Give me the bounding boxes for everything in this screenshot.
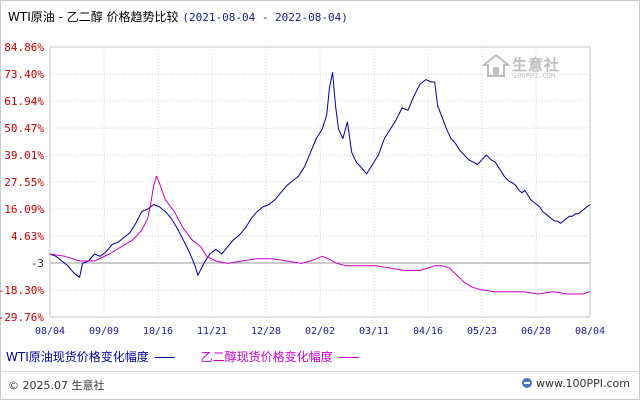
y-tick-label: -29.76%	[0, 311, 44, 324]
chart-title: WTI原油 - 乙二醇 价格趋势比较 (2021-08-04 - 2022-08…	[8, 8, 348, 25]
x-tick-label: 02/02	[305, 326, 335, 337]
footer-divider	[0, 371, 638, 372]
y-tick-label: 4.63%	[11, 230, 44, 243]
house-icon	[481, 53, 511, 77]
series-line-wti	[49, 72, 591, 278]
footer-site-text: www.100PPI.com	[536, 377, 630, 390]
legend-label-wti: WTI原油现货价格变化幅度	[6, 350, 149, 364]
x-tick-label: 11/21	[197, 326, 227, 337]
y-tick-label: 61.94%	[4, 95, 44, 108]
legend-item-wti: WTI原油现货价格变化幅度	[6, 348, 175, 365]
y-tick-label: -18.30%	[0, 284, 44, 297]
legend-item-eg: 乙二醇现货价格变化幅度	[201, 348, 359, 365]
legend-label-eg: 乙二醇现货价格变化幅度	[200, 350, 333, 364]
watermark-url: 100PPI.COM	[513, 72, 556, 80]
chart-plot: 84.86% 73.40% 61.94% 50.47% 39.01% 27.55% 16.0…	[0, 41, 605, 337]
chart-legend: WTI原油现货价格变化幅度 乙二醇现货价格变化幅度	[6, 348, 381, 365]
footer-copyright: © 2025.07 生意社	[8, 379, 105, 392]
x-tick-label: 04/16	[413, 326, 443, 337]
x-tick-label: 10/16	[143, 326, 173, 337]
x-tick-label: 09/09	[89, 326, 119, 337]
x-tick-label: 03/11	[359, 326, 389, 337]
chart-title-main: WTI原油 - 乙二醇 价格趋势比较	[8, 10, 179, 24]
y-tick-label: 39.01%	[4, 149, 44, 162]
y-tick-label: 16.09%	[4, 203, 44, 216]
x-tick-label: 06/28	[521, 326, 551, 337]
legend-swatch-eg	[338, 357, 359, 358]
series-line-eg	[49, 175, 591, 295]
chart-title-date-range: (2021-08-04 - 2022-08-04)	[182, 11, 348, 24]
site-logo-icon	[522, 378, 533, 388]
x-tick-label: 08/04	[575, 326, 605, 337]
x-tick-label: 12/28	[251, 326, 281, 337]
x-tick-label: 08/04	[35, 326, 65, 337]
footer-site-link[interactable]: www.100PPI.com	[521, 377, 630, 390]
legend-swatch-wti	[154, 357, 175, 358]
y-tick-label: -3	[31, 257, 44, 270]
x-tick-label: 05/23	[467, 326, 497, 337]
y-tick-label: 50.47%	[4, 122, 44, 135]
y-tick-label: 73.40%	[4, 68, 44, 81]
y-tick-label: 84.86%	[4, 41, 44, 54]
y-tick-label: 27.55%	[4, 176, 44, 189]
